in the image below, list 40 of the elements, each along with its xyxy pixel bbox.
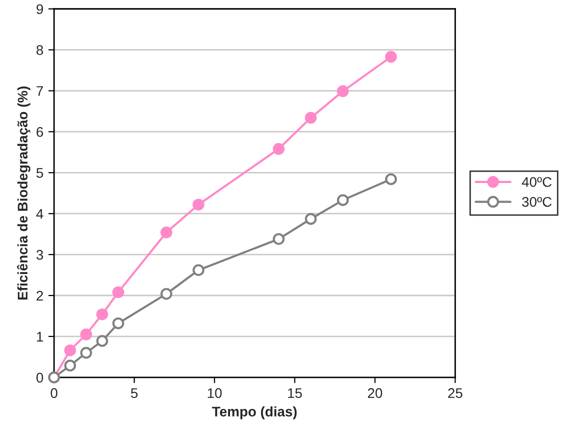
point (112, 317, 124, 330)
x-tick-label: 10 (208, 388, 222, 398)
point (96, 308, 108, 320)
point (192, 264, 204, 276)
x-tick-label: 5 (130, 388, 138, 398)
x-tick-label: 15 (288, 388, 302, 398)
y-axis-title: Eficiência de Biodegradação (%) (17, 86, 30, 300)
point (96, 335, 108, 347)
x-tick-label: 25 (448, 388, 462, 398)
y-tick-label: 5 (36, 168, 44, 178)
point (385, 173, 397, 186)
point (385, 50, 397, 63)
point (80, 346, 92, 359)
point (304, 112, 317, 124)
point (272, 233, 285, 245)
y-tick-label: 8 (36, 45, 44, 55)
point (64, 360, 76, 372)
point (336, 85, 349, 98)
x-axis-title: Tempo (dias) (212, 406, 297, 420)
legend-label: 30ºC (522, 196, 552, 207)
legend-label: 40ºC (522, 177, 552, 187)
point (160, 288, 172, 300)
y-tick-label: 7 (36, 86, 43, 96)
point (80, 328, 92, 340)
point (160, 226, 172, 238)
y-tick-label: 6 (36, 127, 44, 137)
y-tick-label: 4 (36, 209, 44, 219)
point (64, 344, 76, 356)
point (272, 143, 285, 155)
point (304, 213, 317, 225)
y-tick-label: 0 (36, 372, 44, 383)
point (336, 194, 349, 206)
point (112, 286, 124, 298)
y-tick-label: 3 (36, 250, 44, 260)
y-tick-label: 1 (36, 332, 43, 342)
point (192, 198, 204, 211)
x-tick-label: 20 (368, 388, 382, 398)
y-tick-label: 2 (36, 290, 43, 301)
y-tick-label: 9 (36, 4, 43, 14)
x-tick-label: 0 (50, 388, 58, 398)
